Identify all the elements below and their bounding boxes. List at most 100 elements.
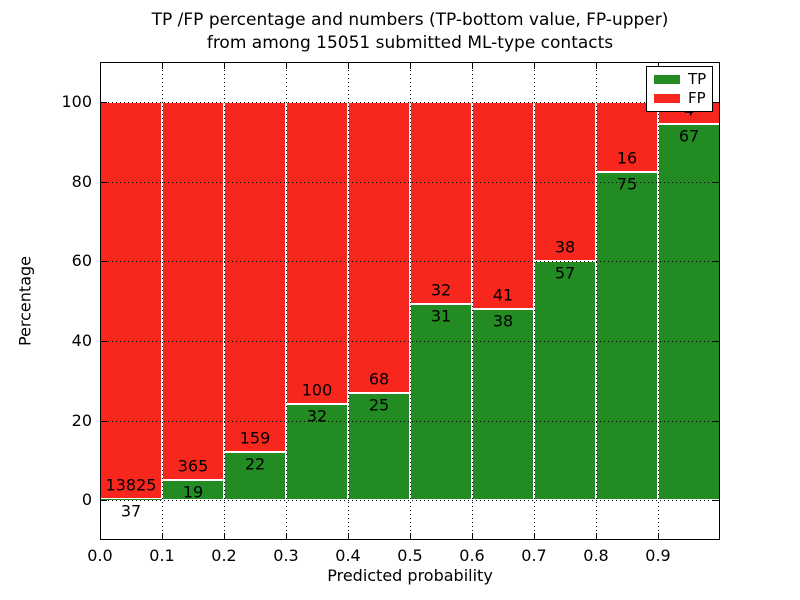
x-tick-label: 0.6 — [459, 546, 485, 565]
bar-label-tp-count: 32 — [306, 406, 328, 426]
x-tick-mark-top — [596, 63, 597, 69]
x-tick-mark-bottom — [534, 533, 535, 539]
bar-label-tp-count: 75 — [616, 174, 638, 194]
bar-label-tp-count: 25 — [368, 395, 390, 415]
bar-label-tp-count: 38 — [492, 311, 514, 331]
bar-label-tp-count: 19 — [182, 482, 204, 502]
legend-label-tp: TP — [688, 69, 707, 88]
x-tick-label: 0.5 — [397, 546, 423, 565]
x-tick-mark-top — [224, 63, 225, 69]
bar-label-fp-count: 38 — [554, 237, 576, 257]
bar-label-fp-count: 41 — [492, 285, 514, 305]
bar-label-tp-count: 57 — [554, 263, 576, 283]
chart-title: TP /FP percentage and numbers (TP-bottom… — [152, 9, 669, 55]
bar-label-fp-count: 16 — [616, 148, 638, 168]
bar-segment-tp — [596, 171, 658, 501]
bar-label-tp-count: 67 — [678, 126, 700, 146]
bar-segment-tp — [286, 403, 348, 501]
x-tick-mark-top — [534, 63, 535, 69]
y-tick-mark-right — [713, 261, 719, 263]
gridline-vertical — [534, 62, 535, 540]
x-tick-mark-top — [348, 63, 349, 69]
gridline-vertical — [596, 62, 597, 540]
fp-color-swatch — [654, 94, 680, 104]
bar-label-fp-count: 32 — [430, 280, 452, 300]
bar-label-tp-count: 37 — [120, 501, 142, 521]
y-tick-mark-left — [101, 500, 107, 502]
x-tick-mark-top — [410, 63, 411, 69]
y-tick-label: 0 — [81, 490, 92, 510]
x-tick-label: 0.3 — [273, 546, 299, 565]
x-tick-label: 0.7 — [521, 546, 547, 565]
legend-label-fp: FP — [688, 89, 706, 108]
gridline-vertical — [224, 62, 225, 540]
y-tick-mark-left — [101, 101, 107, 103]
gridline-horizontal — [100, 261, 720, 263]
bar-segment-tp — [224, 451, 286, 501]
y-tick-label: 80 — [71, 171, 92, 191]
x-tick-label: 0.9 — [645, 546, 671, 565]
gridline-horizontal — [100, 101, 720, 103]
gridline-vertical — [658, 62, 659, 540]
bar-segment-tp — [472, 308, 534, 501]
bar-label-tp-count: 22 — [244, 454, 266, 474]
tp-color-swatch — [654, 74, 680, 84]
y-tick-mark-right — [713, 420, 719, 422]
y-tick-label: 100 — [61, 91, 92, 111]
gridline-vertical — [410, 62, 411, 540]
x-tick-mark-bottom — [224, 533, 225, 539]
y-tick-mark-left — [101, 340, 107, 342]
bar-segment-fp — [100, 101, 162, 500]
x-tick-mark-bottom — [410, 533, 411, 539]
chart-title-line2: from among 15051 submitted ML-type conta… — [206, 33, 614, 53]
x-tick-label: 0.4 — [335, 546, 361, 565]
x-tick-mark-bottom — [596, 533, 597, 539]
bar-label-fp-count: 159 — [239, 428, 271, 448]
bar-segment-tp — [100, 499, 162, 501]
bar-label-tp-count: 31 — [430, 306, 452, 326]
y-tick-mark-right — [713, 101, 719, 103]
gridline-vertical — [472, 62, 473, 540]
x-tick-label: 0.0 — [87, 546, 113, 565]
bar-segment-tp — [410, 304, 472, 501]
legend-entry-tp: TP — [654, 69, 712, 88]
y-tick-label: 20 — [71, 410, 92, 430]
x-tick-mark-top — [162, 63, 163, 69]
x-tick-mark-top — [286, 63, 287, 69]
y-tick-label: 40 — [71, 330, 92, 350]
chart-title-line1: TP /FP percentage and numbers (TP-bottom… — [151, 10, 669, 30]
bar-segment-tp — [534, 261, 596, 501]
bar-segment-fp — [410, 101, 472, 305]
y-tick-mark-left — [101, 420, 107, 422]
x-tick-mark-bottom — [100, 533, 101, 539]
x-tick-mark-bottom — [658, 533, 659, 539]
gridline-vertical — [348, 62, 349, 540]
x-tick-mark-top — [472, 63, 473, 69]
bar-segment-fp — [472, 101, 534, 309]
bar-segment-tp — [658, 124, 720, 501]
x-tick-label: 0.2 — [211, 546, 237, 565]
x-tick-mark-bottom — [162, 533, 163, 539]
x-tick-label: 0.1 — [149, 546, 175, 565]
y-tick-mark-right — [713, 500, 719, 502]
bar-segment-fp — [286, 101, 348, 404]
bar-label-fp-count: 365 — [177, 456, 209, 476]
y-tick-mark-right — [713, 340, 719, 342]
x-tick-label: 0.8 — [583, 546, 609, 565]
x-tick-mark-bottom — [472, 533, 473, 539]
gridline-horizontal — [100, 181, 720, 183]
bar-label-fp-count: 100 — [301, 380, 333, 400]
x-tick-mark-bottom — [286, 533, 287, 539]
x-tick-mark-bottom — [348, 533, 349, 539]
y-tick-mark-left — [101, 181, 107, 183]
bar-label-fp-count: 13825 — [105, 475, 157, 495]
gridline-horizontal — [100, 420, 720, 422]
bar-segment-fp — [534, 101, 596, 262]
gridline-horizontal — [100, 340, 720, 342]
x-axis-label: Predicted probability — [327, 566, 493, 585]
gridline-vertical — [162, 62, 163, 540]
gridline-horizontal — [100, 500, 720, 502]
legend: TP FP — [646, 66, 713, 112]
x-tick-mark-top — [100, 63, 101, 69]
